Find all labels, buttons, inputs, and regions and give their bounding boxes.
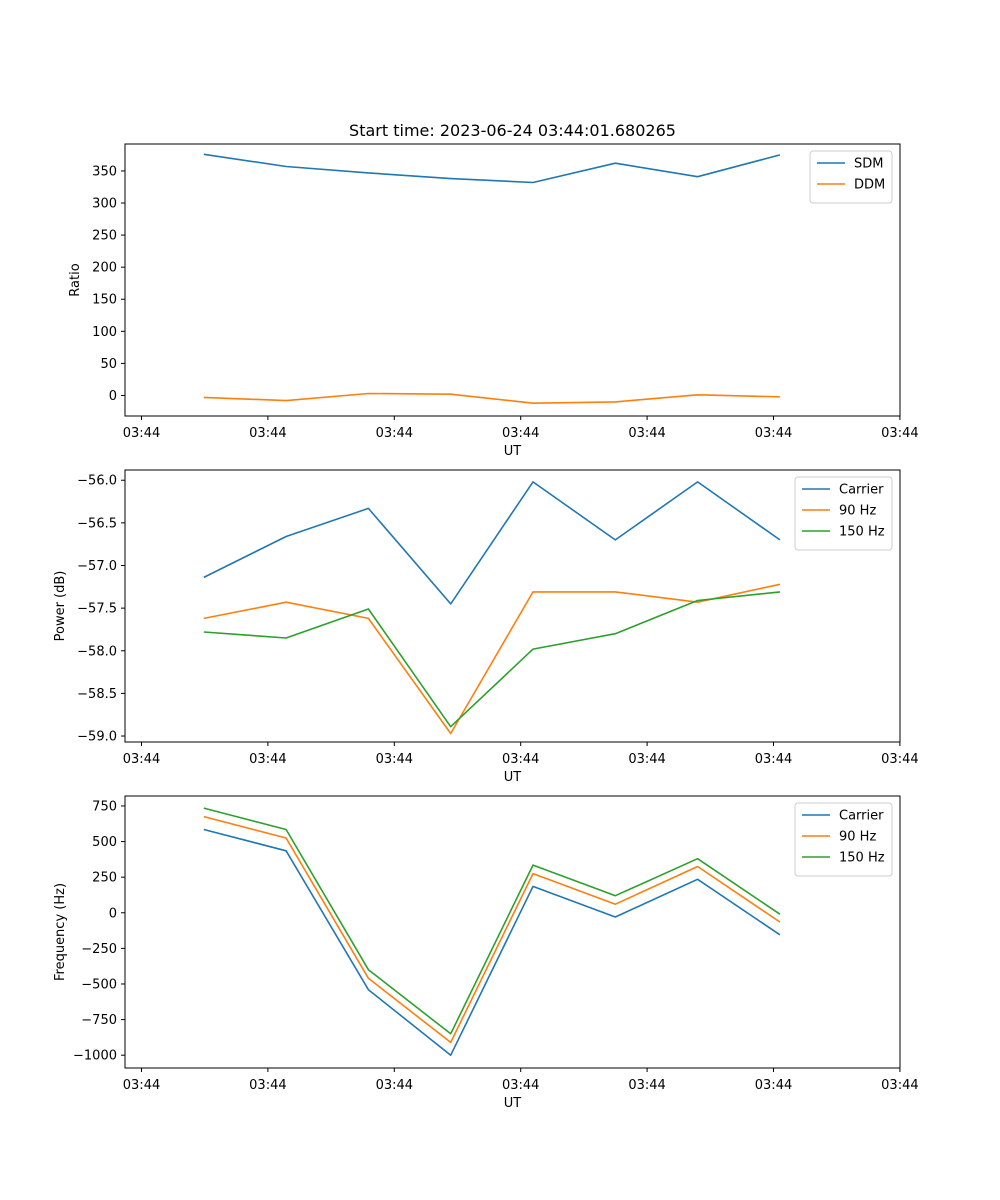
y-tick-label: −59.0 <box>77 730 117 745</box>
x-tick-label: 03:44 <box>755 1078 792 1093</box>
series-line-90-hz <box>203 815 781 1044</box>
legend: Carrier 90 Hz 150 Hz <box>794 476 893 551</box>
y-tick-label: 0 <box>109 906 117 921</box>
x-tick-label: 03:44 <box>755 752 792 767</box>
legend-label: DDM <box>854 178 885 193</box>
x-tick-label: 03:44 <box>628 1078 665 1093</box>
y-tick-label: 100 <box>92 325 117 340</box>
series-line-ddm <box>203 392 780 405</box>
axes-frame <box>124 795 901 1069</box>
ratio-subplot: 0 50 100 150 200 250 300 350 03:44 03:44 03:44 03:4… <box>68 143 919 459</box>
series-line-carrier <box>203 481 781 605</box>
figure-title: Start time: 2023-06-24 03:44:01.680265 <box>349 121 676 140</box>
legend-label: Carrier <box>839 809 884 824</box>
x-tick-label: 03:44 <box>376 752 413 767</box>
x-axis-label: UT <box>504 770 522 785</box>
x-tick-label: 03:44 <box>502 1078 539 1093</box>
series-line-150-hz <box>203 807 781 1035</box>
y-axis-label: Power (dB) <box>53 571 68 642</box>
x-axis-label: UT <box>504 1096 522 1111</box>
y-axis-label: Frequency (Hz) <box>53 883 68 981</box>
y-tick-label: 150 <box>92 293 117 308</box>
x-tick-label: 03:44 <box>881 426 918 441</box>
x-tick-label: 03:44 <box>123 1078 160 1093</box>
legend-label: SDM <box>854 157 883 172</box>
y-tick-label: 350 <box>92 164 117 179</box>
y-tick-label: −250 <box>81 942 117 957</box>
power-subplot: −59.0 −58.5 −58.0 −57.5 −57.0 −56.5 −56.0 03:44… <box>53 469 919 785</box>
y-tick-label: −58.0 <box>77 644 117 659</box>
legend-label: 90 Hz <box>839 504 876 519</box>
x-tick-label: 03:44 <box>123 752 160 767</box>
x-tick-label: 03:44 <box>628 426 665 441</box>
x-tick-label: 03:44 <box>881 752 918 767</box>
y-tick-label: 500 <box>92 835 117 850</box>
x-tick-label: 03:44 <box>502 426 539 441</box>
y-tick-label: 200 <box>92 261 117 276</box>
axes-frame <box>124 143 901 417</box>
y-axis-label: Ratio <box>68 263 83 296</box>
series-line-carrier <box>203 828 781 1056</box>
series-line-150-hz <box>203 591 780 728</box>
y-tick-label: −56.5 <box>77 516 117 531</box>
x-tick-label: 03:44 <box>249 1078 286 1093</box>
frequency-subplot: −1000 −750 −500 −250 0 250 500 750 03:44 03:44 03:… <box>53 795 919 1111</box>
x-tick-label: 03:44 <box>502 752 539 767</box>
y-tick-label: 50 <box>100 357 117 372</box>
x-tick-label: 03:44 <box>123 426 160 441</box>
x-tick-label: 03:44 <box>249 426 286 441</box>
x-tick-label: 03:44 <box>881 1078 918 1093</box>
legend-label: Carrier <box>839 483 884 498</box>
x-tick-label: 03:44 <box>628 752 665 767</box>
x-tick-label: 03:44 <box>755 426 792 441</box>
y-tick-label: −56.0 <box>77 474 117 489</box>
series-line-90-hz <box>203 583 781 735</box>
axes-frame <box>124 469 901 743</box>
x-tick-label: 03:44 <box>249 752 286 767</box>
y-tick-label: 0 <box>109 389 117 404</box>
series-line-sdm <box>203 153 781 184</box>
y-tick-label: 300 <box>92 197 117 212</box>
y-tick-label: 250 <box>92 871 117 886</box>
legend: Carrier 90 Hz 150 Hz <box>794 802 893 877</box>
legend-frame <box>809 150 893 204</box>
y-tick-label: −58.5 <box>77 687 117 702</box>
legend-label: 150 Hz <box>839 851 885 866</box>
y-tick-label: 750 <box>92 799 117 814</box>
x-tick-label: 03:44 <box>376 426 413 441</box>
y-tick-label: 250 <box>92 229 117 244</box>
y-tick-label: −1000 <box>73 1049 117 1064</box>
legend-label: 150 Hz <box>839 525 885 540</box>
legend-label: 90 Hz <box>839 830 876 845</box>
y-tick-label: −750 <box>81 1013 117 1028</box>
y-tick-label: −57.0 <box>77 559 117 574</box>
y-tick-label: −57.5 <box>77 602 117 617</box>
x-axis-label: UT <box>504 444 522 459</box>
legend: SDM DDM <box>809 150 893 204</box>
x-tick-label: 03:44 <box>376 1078 413 1093</box>
y-tick-label: −500 <box>81 977 117 992</box>
